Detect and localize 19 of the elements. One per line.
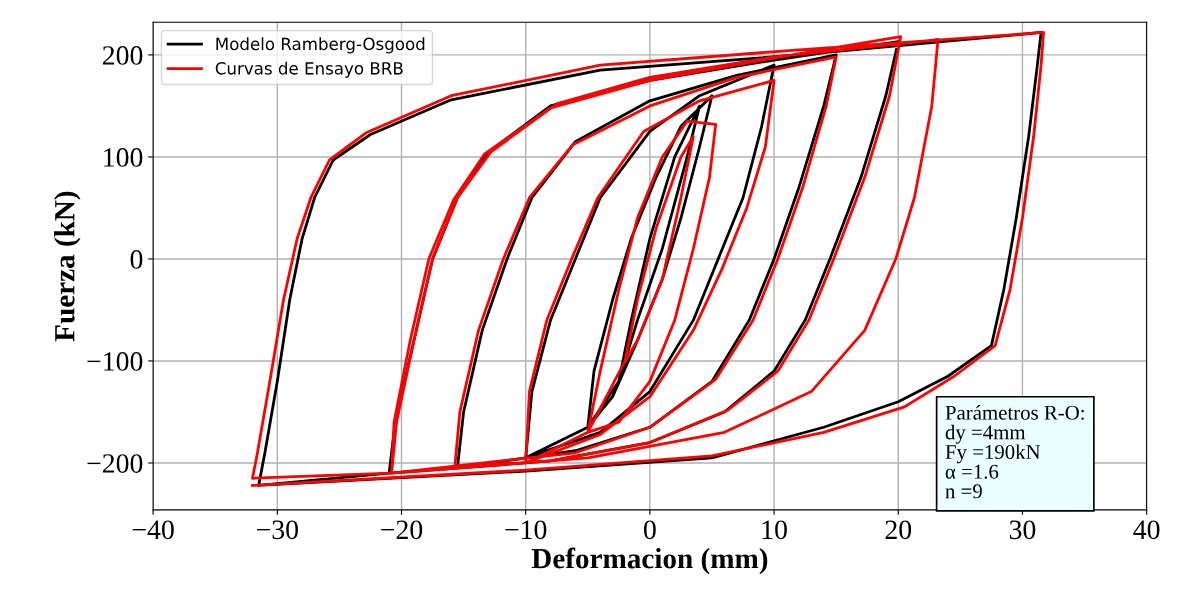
x-tick-label: 30 <box>1009 520 1036 540</box>
x-tick-label: 40 <box>1133 520 1160 540</box>
x-tick-label: −20 <box>381 520 423 540</box>
y-tick-label: −200 <box>87 454 143 473</box>
x-tick-label: −40 <box>132 520 174 540</box>
legend-label: Curvas de Ensayo BRB <box>215 61 403 78</box>
annotation: Parámetros R-O: dy =4mm Fy =190kN α =1.6 n =9 <box>945 405 1084 499</box>
y-tick-label: 200 <box>102 46 143 65</box>
x-tick-label: 0 <box>644 520 656 540</box>
x-tick-label: 20 <box>885 520 912 540</box>
x-axis-title: Deformacion (mm) <box>531 547 768 575</box>
x-tick-label: 10 <box>762 520 787 540</box>
y-axis-title: Fuerza (kN) <box>54 191 81 342</box>
y-tick-label: −100 <box>87 352 143 371</box>
x-tick-label: −10 <box>505 520 547 540</box>
y-tick-label: 0 <box>130 250 143 269</box>
x-tick-label: −30 <box>256 520 298 540</box>
y-tick-label: 100 <box>104 148 143 167</box>
legend-label: Modelo Ramberg-Osgood <box>216 37 425 54</box>
